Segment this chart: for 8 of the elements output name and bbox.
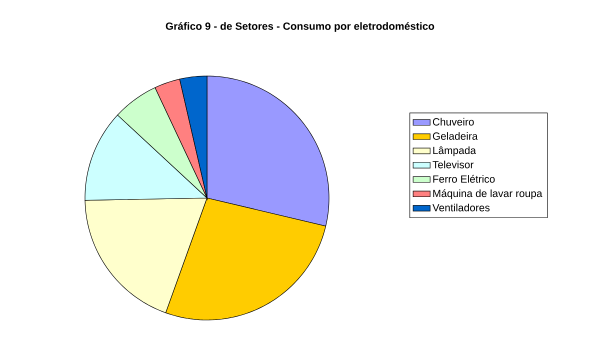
legend-label: Chuveiro — [432, 118, 474, 126]
legend-label: Geladeira — [432, 132, 478, 140]
legend-label: Televisor — [432, 160, 474, 168]
legend-label: Lâmpada — [433, 146, 476, 156]
legend-label: Máquina de lavar roupa — [433, 189, 542, 200]
legend-label: Ventiladores — [432, 204, 490, 212]
legend-label: Ferro Elétrico — [433, 174, 495, 183]
chart-title: Gráfico 9 - de Setores - Consumo por eletrodoméstico — [166, 22, 434, 32]
